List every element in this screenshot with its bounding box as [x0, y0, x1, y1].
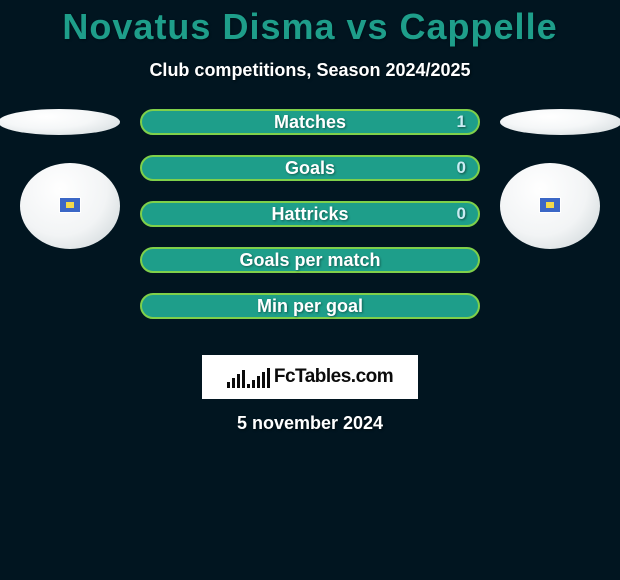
- flag-icon: [539, 197, 561, 213]
- stat-row: Goals per match: [140, 247, 480, 273]
- comparison-stage: Matches 1 Goals 0 Hattricks 0 Goals per …: [0, 109, 620, 349]
- stat-value-right: 0: [457, 158, 466, 178]
- stat-label: Matches: [274, 112, 346, 133]
- stat-row: Min per goal: [140, 293, 480, 319]
- stat-rows: Matches 1 Goals 0 Hattricks 0 Goals per …: [140, 109, 480, 339]
- stat-row: Goals 0: [140, 155, 480, 181]
- stat-label: Goals per match: [239, 250, 380, 271]
- stat-label: Min per goal: [257, 296, 363, 317]
- brand-text: FcTables.com: [274, 366, 393, 388]
- page-title: Novatus Disma vs Cappelle: [0, 0, 620, 48]
- stat-label: Hattricks: [271, 204, 348, 225]
- stat-row: Hattricks 0: [140, 201, 480, 227]
- brand-bars-icon: [227, 366, 270, 388]
- player-right-ellipse-small: [500, 109, 620, 135]
- stat-label: Goals: [285, 158, 335, 179]
- stat-row: Matches 1: [140, 109, 480, 135]
- subtitle: Club competitions, Season 2024/2025: [0, 60, 620, 81]
- player-left-ellipse-small: [0, 109, 120, 135]
- flag-icon: [59, 197, 81, 213]
- brand-box: FcTables.com: [202, 355, 418, 399]
- stat-value-right: 1: [457, 112, 466, 132]
- date-text: 5 november 2024: [0, 413, 620, 434]
- stat-value-right: 0: [457, 204, 466, 224]
